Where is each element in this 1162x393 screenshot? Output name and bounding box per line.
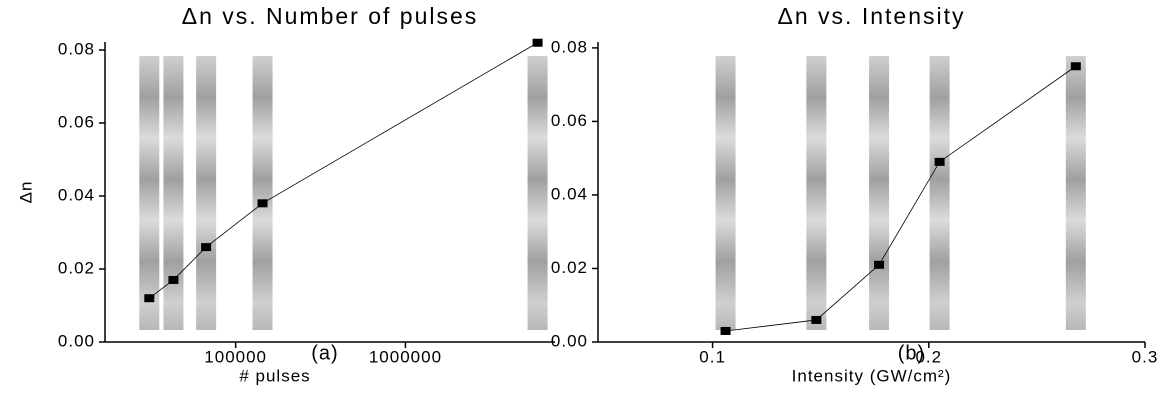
y-tick-label: 0.04	[58, 185, 95, 204]
grating-image	[1066, 56, 1086, 330]
data-point	[811, 316, 821, 324]
data-point	[935, 158, 945, 166]
grating-image	[139, 56, 159, 330]
y-tick-label: 0.08	[58, 40, 95, 59]
data-point	[533, 39, 543, 47]
x-tick-label: 100000	[204, 347, 267, 366]
x-axis-label: Intensity (GW/cm²)	[792, 366, 952, 385]
data-point	[874, 261, 884, 269]
data-point	[721, 327, 731, 335]
y-tick-label: 0.02	[58, 258, 95, 277]
grating-image	[196, 56, 216, 330]
x-tick-label: 0.3	[1132, 347, 1159, 366]
x-tick-label: 0.1	[699, 347, 726, 366]
y-tick-label: 0.02	[551, 258, 588, 277]
data-point	[168, 276, 178, 284]
data-point	[258, 199, 268, 207]
y-tick-label: 0.00	[551, 331, 588, 350]
grating-image	[930, 56, 950, 330]
grating-image	[716, 56, 736, 330]
grating-image	[528, 56, 548, 330]
grating-image	[806, 56, 826, 330]
y-tick-label: 0.00	[58, 331, 95, 350]
grating-image	[869, 56, 889, 330]
data-point	[144, 294, 154, 302]
annotation: (b)	[898, 342, 925, 364]
data-line	[726, 66, 1076, 331]
grating-image	[163, 56, 183, 330]
x-axis-label: # pulses	[239, 366, 310, 385]
y-axis-label: Δn	[16, 181, 35, 204]
y-tick-label: 0.06	[58, 113, 95, 132]
x-tick-label: 1000000	[369, 347, 442, 366]
y-tick-label: 0.04	[551, 184, 588, 203]
y-tick-label: 0.08	[551, 37, 588, 56]
data-point	[201, 243, 211, 251]
y-tick-label: 0.06	[551, 111, 588, 130]
chart-title: Δn vs. Number of pulses	[182, 3, 479, 29]
data-point	[1071, 62, 1081, 70]
figure: Δn vs. Number of pulses 0.00 0.02 0.04 0.06 0…	[0, 0, 1162, 393]
grating-image	[253, 56, 273, 330]
annotation: (a)	[311, 342, 338, 364]
chart-title: Δn vs. Intensity	[778, 3, 966, 29]
